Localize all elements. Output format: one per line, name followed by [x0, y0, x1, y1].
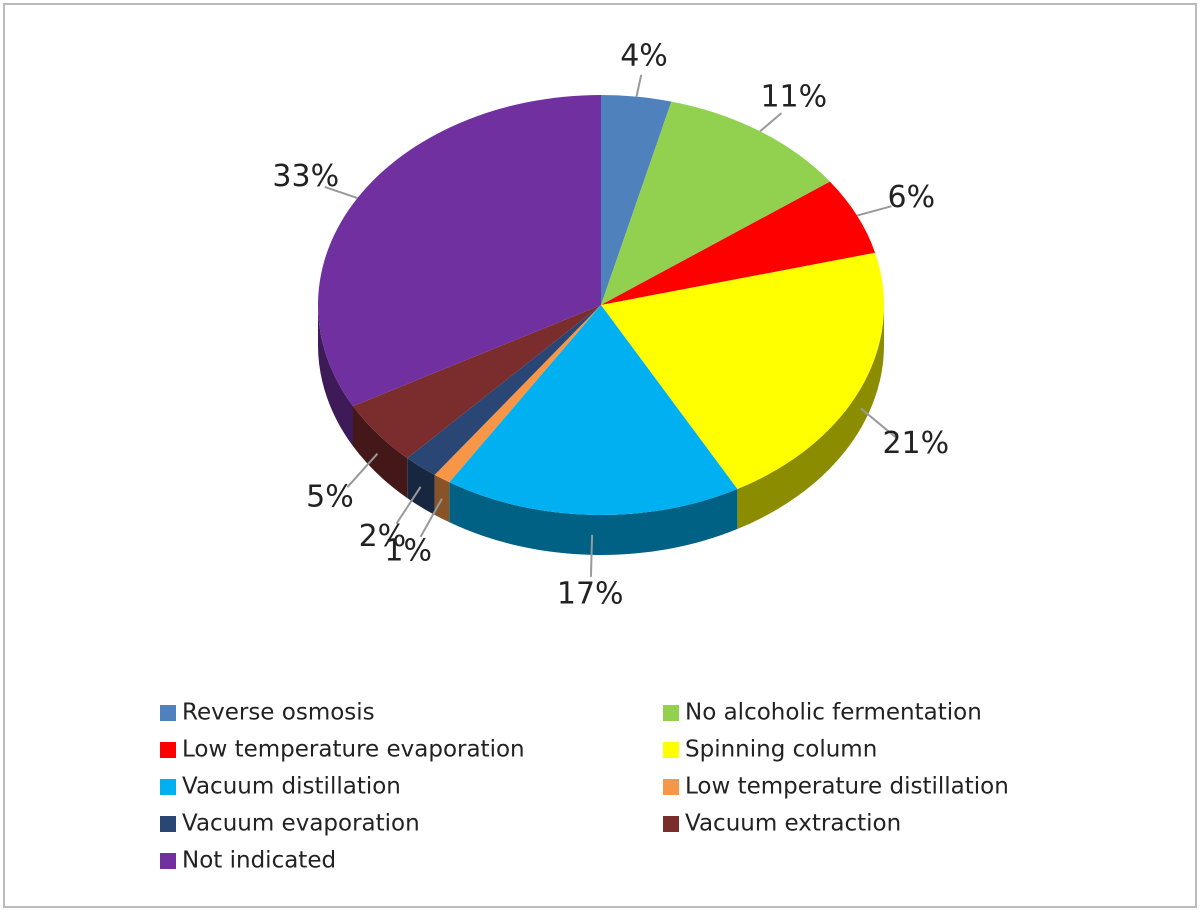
data-label: 1% — [384, 533, 432, 568]
data-label: 6% — [888, 180, 936, 215]
data-label: 5% — [306, 480, 354, 515]
data-label: 4% — [620, 38, 668, 73]
leader-line — [589, 534, 594, 577]
leader-line — [856, 205, 892, 217]
legend-swatch — [160, 853, 176, 869]
slice-side — [407, 458, 435, 515]
slice — [407, 305, 601, 475]
slice-side — [737, 305, 884, 530]
legend-swatch — [160, 742, 176, 758]
legend-label: Low temperature evaporation — [182, 737, 525, 763]
legend-swatch — [160, 705, 176, 721]
legend-swatch — [663, 779, 679, 795]
legend-label: No alcoholic fermentation — [685, 700, 982, 726]
slice — [434, 305, 601, 483]
legend-label: Not indicated — [182, 848, 336, 874]
slice-side — [353, 406, 408, 499]
slice-side — [434, 474, 450, 523]
slice — [601, 252, 884, 490]
data-label: 21% — [882, 426, 949, 461]
slice — [449, 305, 738, 516]
slice — [317, 95, 601, 407]
legend-label: Reverse osmosis — [182, 700, 375, 726]
data-label: 2% — [359, 519, 407, 554]
leader-line — [759, 112, 783, 133]
slice-side — [318, 305, 354, 447]
legend-swatch — [663, 705, 679, 721]
leader-line — [395, 486, 422, 525]
data-label: 11% — [760, 80, 827, 115]
legend-label: Spinning column — [685, 737, 877, 763]
slice — [601, 181, 876, 305]
legend-swatch — [160, 816, 176, 832]
slice-side — [449, 482, 738, 555]
legend-swatch — [663, 742, 679, 758]
legend-label: Low temperature distillation — [685, 774, 1009, 800]
legend-label: Vacuum evaporation — [182, 811, 420, 837]
legend-label: Vacuum extraction — [685, 811, 901, 837]
slice — [601, 95, 672, 305]
leader-line — [324, 185, 358, 200]
slice — [353, 305, 601, 459]
leader-line — [419, 498, 443, 538]
slice — [601, 101, 830, 305]
legend-swatch — [663, 816, 679, 832]
data-label: 17% — [557, 576, 624, 611]
legend-label: Vacuum distillation — [182, 774, 401, 800]
data-label: 33% — [272, 159, 339, 194]
legend-swatch — [160, 779, 176, 795]
leader-line — [635, 74, 643, 97]
leader-line — [346, 453, 379, 488]
leader-line — [860, 407, 897, 438]
